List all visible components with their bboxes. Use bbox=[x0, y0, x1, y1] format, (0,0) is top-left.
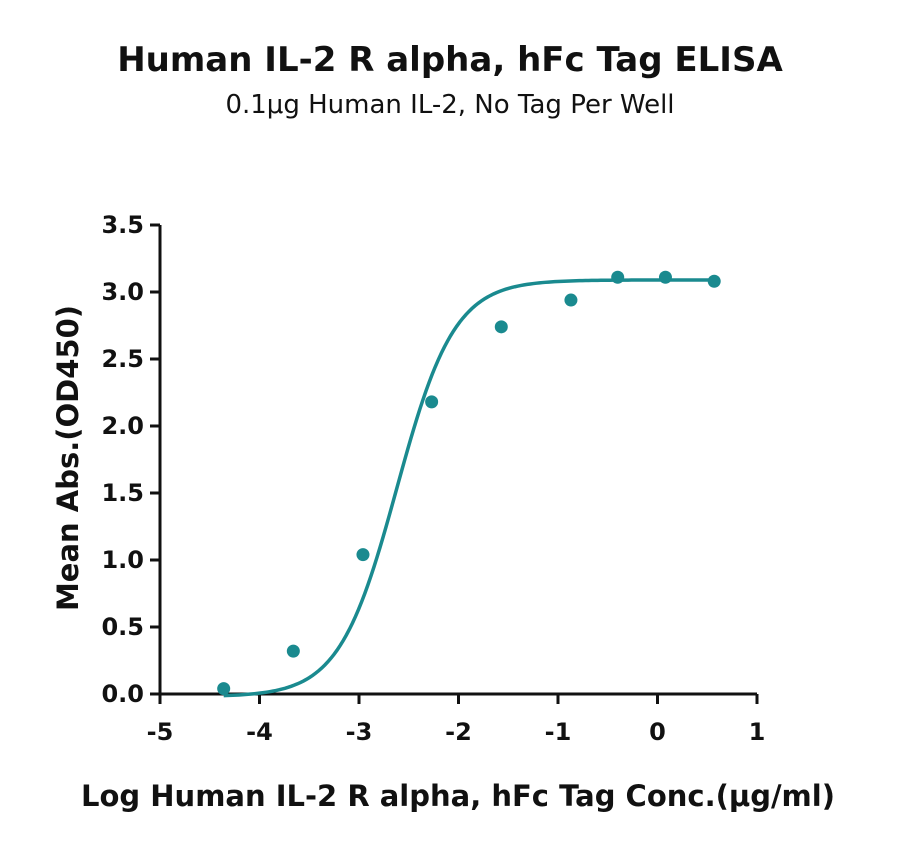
y-tick-label: 2.5 bbox=[101, 345, 144, 373]
data-point bbox=[658, 270, 672, 284]
x-tick-label: -1 bbox=[545, 718, 572, 746]
y-tick-label: 1.0 bbox=[101, 546, 144, 574]
data-point bbox=[611, 270, 625, 284]
y-tick-label: 1.5 bbox=[101, 479, 144, 507]
y-tick-label: 3.5 bbox=[101, 211, 144, 239]
x-axis-title: Log Human IL-2 R alpha, hFc Tag Conc.(μg… bbox=[81, 779, 835, 813]
x-tick-label: 1 bbox=[749, 718, 766, 746]
y-tick-label: 0.5 bbox=[101, 613, 144, 641]
data-point bbox=[217, 682, 231, 696]
x-tick-label: -4 bbox=[246, 718, 273, 746]
x-tick-label: -3 bbox=[346, 718, 373, 746]
data-point bbox=[494, 320, 508, 334]
chart-title: Human IL-2 R alpha, hFc Tag ELISA bbox=[117, 40, 783, 80]
x-tick-label: -2 bbox=[445, 718, 472, 746]
data-point bbox=[356, 548, 370, 562]
chart-subtitle: 0.1μg Human IL-2, No Tag Per Well bbox=[225, 90, 675, 120]
data-point bbox=[286, 644, 300, 658]
y-tick-label: 3.0 bbox=[101, 278, 144, 306]
axes: 0.0 0.5 1.0 1.5 2.0 2.5 3.0 3.5 -5 -4 -3 -2 -1 0 1 bbox=[101, 211, 765, 746]
y-axis-title: Mean Abs.(OD450) bbox=[51, 305, 85, 611]
fit-curve-layer bbox=[223, 278, 715, 698]
y-tick-label: 2.0 bbox=[101, 412, 144, 440]
data-point bbox=[707, 274, 721, 288]
fit-curve bbox=[223, 278, 715, 698]
data-points-layer bbox=[217, 270, 721, 696]
x-tick-label: 0 bbox=[649, 718, 666, 746]
data-point bbox=[564, 293, 578, 307]
data-point bbox=[425, 395, 439, 409]
x-tick-label: -5 bbox=[147, 718, 174, 746]
y-tick-label: 0.0 bbox=[101, 680, 144, 708]
